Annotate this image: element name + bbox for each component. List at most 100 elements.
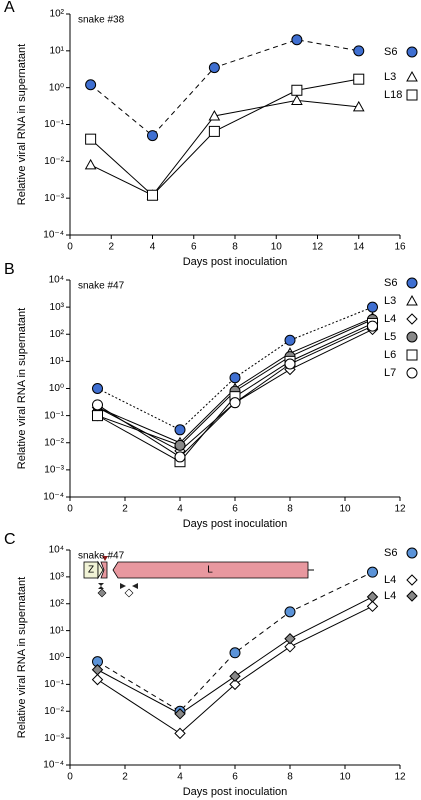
- y-tick-label: 10⁻²: [44, 156, 64, 167]
- marker: [284, 641, 296, 653]
- marker: [91, 673, 104, 686]
- legend-marker: [406, 349, 418, 361]
- subtitle: snake #47: [78, 551, 125, 562]
- subtitle: snake #38: [78, 15, 125, 26]
- y-tick-label: 10¹: [50, 625, 65, 636]
- x-tick-label: 6: [232, 772, 238, 783]
- marker: [353, 45, 365, 57]
- probe-marker: [97, 588, 107, 598]
- x-tick-label: 16: [394, 242, 406, 253]
- marker: [84, 158, 97, 170]
- marker: [174, 439, 186, 451]
- marker: [208, 109, 221, 121]
- y-tick-label: 10³: [50, 302, 65, 313]
- marker: [92, 399, 103, 411]
- legend-label: L6: [384, 349, 396, 361]
- x-tick-label: 14: [353, 242, 365, 253]
- marker: [85, 79, 97, 91]
- marker: [92, 383, 103, 394]
- marker: [291, 84, 303, 96]
- legend-label: L7: [384, 367, 396, 379]
- y-axis-label: Relative viral RNA in supernatant: [16, 44, 28, 205]
- marker: [353, 73, 365, 85]
- y-tick-label: 10⁰: [49, 82, 64, 93]
- marker: [147, 130, 158, 142]
- y-tick-label: 10⁻¹: [44, 679, 64, 690]
- marker: [229, 647, 241, 659]
- marker: [229, 670, 241, 682]
- marker: [85, 133, 97, 145]
- x-tick-label: 4: [177, 504, 183, 515]
- genome-diagram: Z L: [83, 556, 314, 598]
- y-tick-label: 10⁰: [49, 652, 64, 663]
- marker: [291, 34, 303, 46]
- x-tick-label: 12: [394, 504, 406, 515]
- legend-marker: [406, 313, 418, 325]
- marker: [284, 358, 296, 370]
- marker: [367, 301, 378, 313]
- x-tick-label: 6: [232, 504, 238, 515]
- marker: [174, 727, 186, 740]
- x-tick-label: 8: [287, 504, 293, 515]
- legend-marker: [406, 547, 418, 559]
- marker: [147, 189, 158, 201]
- legend-marker: [406, 277, 418, 289]
- x-tick-label: 4: [177, 772, 183, 783]
- panel-label: A: [4, 0, 15, 16]
- marker: [208, 62, 220, 74]
- y-tick-label: 10⁻³: [44, 465, 64, 476]
- panel-label: C: [4, 531, 16, 548]
- y-tick-label: 10⁰: [49, 383, 64, 394]
- y-tick-label: 10⁻¹: [44, 410, 64, 421]
- x-tick-label: 12: [312, 242, 324, 253]
- y-tick-label: 10⁻⁴: [43, 492, 64, 503]
- legend-marker: [406, 331, 418, 343]
- y-tick-label: 10²: [50, 9, 65, 20]
- x-tick-label: 10: [271, 242, 283, 253]
- marker: [284, 334, 296, 346]
- genome-segment: [97, 560, 104, 580]
- x-tick-label: 6: [191, 242, 197, 253]
- genome-segment: [100, 561, 108, 579]
- marker: [366, 600, 379, 613]
- marker: [352, 100, 365, 112]
- mutation-marker: [102, 556, 108, 561]
- x-tick-label: 2: [122, 772, 128, 783]
- x-tick-label: 10: [339, 504, 351, 515]
- legend-label: S6: [384, 547, 397, 559]
- legend-label: L4: [384, 313, 396, 325]
- y-tick-label: 10²: [50, 329, 65, 340]
- series-line: [90, 39, 359, 137]
- x-tick-label: 0: [67, 242, 73, 253]
- x-tick-label: 2: [108, 242, 114, 253]
- x-axis-label: Days post inoculation: [183, 786, 288, 798]
- marker: [291, 94, 303, 105]
- x-tick-label: 0: [67, 504, 73, 515]
- y-tick-label: 10⁻³: [44, 733, 64, 744]
- x-axis-label: Days post inoculation: [183, 256, 288, 268]
- marker: [208, 125, 220, 137]
- marker: [284, 633, 296, 645]
- x-tick-label: 4: [150, 242, 156, 253]
- marker: [366, 591, 379, 603]
- subtitle: snake #47: [78, 281, 125, 292]
- marker: [174, 424, 186, 436]
- legend-label: L3: [384, 295, 396, 307]
- y-tick-label: 10⁻⁴: [43, 760, 64, 771]
- x-tick-label: 12: [394, 772, 406, 783]
- marker: [284, 606, 296, 618]
- marker: [367, 320, 378, 332]
- legend-label: S6: [384, 46, 397, 58]
- probe-marker: [124, 588, 134, 598]
- series-line: [97, 605, 373, 735]
- x-axis-label: Days post inoculation: [183, 518, 288, 530]
- y-tick-label: 10³: [50, 572, 65, 583]
- genome-label: L: [207, 565, 213, 576]
- primer-marker: [120, 583, 138, 589]
- y-tick-label: 10⁻¹: [44, 119, 64, 130]
- y-tick-label: 10⁴: [49, 275, 64, 286]
- legend-label: S6: [384, 277, 397, 289]
- marker: [229, 372, 241, 384]
- y-tick-label: 10⁻²: [44, 437, 64, 448]
- marker: [367, 566, 378, 578]
